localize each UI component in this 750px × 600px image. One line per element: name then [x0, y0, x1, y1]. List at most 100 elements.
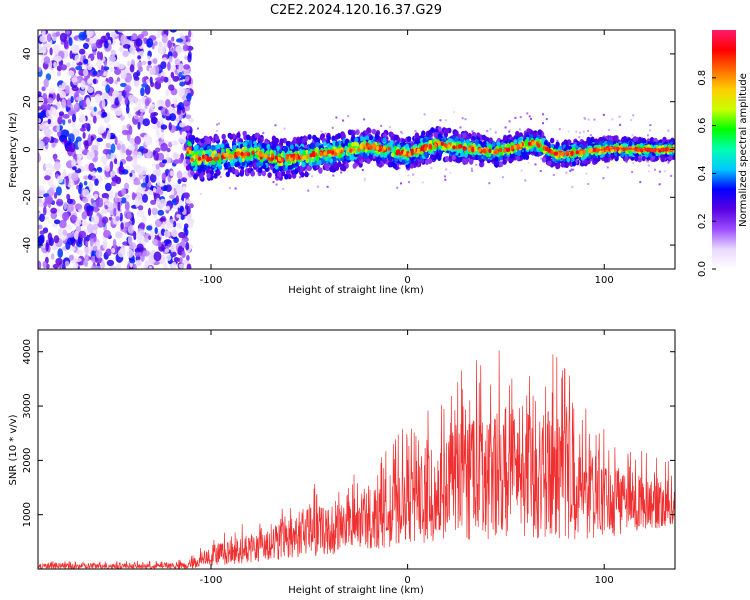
faint-dot [380, 124, 383, 127]
noise-blob [168, 84, 175, 91]
noise-blob [87, 78, 93, 85]
noise-blob [58, 84, 62, 94]
noise-blob [105, 165, 110, 172]
signal-cell [256, 161, 261, 167]
faint-dot [332, 174, 335, 177]
signal-cell [271, 140, 277, 146]
faint-dot [565, 171, 568, 174]
noise-blob [114, 158, 118, 165]
noise-blob [95, 93, 102, 103]
noise-blob [169, 64, 177, 72]
signal-cell [206, 172, 211, 179]
noise-blob [46, 33, 52, 42]
noise-blob [188, 118, 195, 123]
noise-blob [71, 77, 78, 83]
signal-cell [494, 156, 499, 162]
noise-blob [124, 221, 130, 228]
noise-blob [125, 194, 130, 199]
noise-blob [73, 257, 82, 263]
noise-blob [163, 76, 169, 83]
noise-blob [45, 195, 53, 204]
noise-blob [126, 248, 134, 258]
noise-blob [181, 131, 185, 140]
noise-blob [121, 169, 129, 175]
faint-dot [587, 183, 590, 185]
noise-blob [142, 118, 150, 127]
noise-blob [100, 260, 105, 269]
noise-blob [148, 265, 153, 269]
noise-blob [67, 119, 72, 124]
noise-blob [116, 111, 123, 116]
noise-blob [153, 187, 157, 193]
noise-blob [152, 163, 157, 168]
noise-blob [81, 211, 88, 220]
noise-blob [168, 55, 173, 63]
noise-blob [185, 199, 192, 204]
noise-blob [72, 128, 80, 137]
noise-blob [53, 235, 60, 244]
noise-blob [74, 54, 80, 64]
noise-blob [183, 80, 192, 86]
noise-blob [137, 169, 142, 175]
noise-blob [82, 132, 86, 139]
noise-blob [53, 61, 57, 69]
noise-blob [38, 118, 42, 124]
noise-blob [115, 176, 122, 185]
faint-dot [234, 187, 237, 190]
noise-blob [48, 187, 55, 197]
noise-blob [167, 61, 171, 71]
noise-blob [160, 142, 168, 152]
noise-blob [147, 55, 151, 60]
faint-dot [199, 193, 202, 195]
noise-blob [75, 217, 82, 227]
signal-cell [502, 159, 507, 165]
noise-blob [47, 118, 52, 125]
noise-blob [178, 263, 185, 269]
noise-blob [78, 48, 86, 55]
noise-blob [148, 190, 153, 196]
signal-cell [310, 142, 315, 148]
noise-blob [189, 84, 193, 89]
noise-blob [129, 258, 136, 264]
noise-blob [137, 200, 142, 206]
signal-cell [469, 158, 474, 165]
noise-blob [164, 248, 170, 253]
noise-blob [103, 230, 111, 238]
noise-blob [72, 166, 77, 171]
signal-cell [322, 141, 327, 147]
noise-blob [88, 106, 94, 111]
signal-cell [382, 137, 387, 143]
noise-blob [74, 104, 78, 111]
faint-dot [444, 178, 447, 181]
noise-blob [181, 239, 186, 249]
signal-cell [194, 137, 200, 143]
noise-blob [78, 250, 84, 256]
noise-blob [139, 108, 146, 113]
noise-blob [108, 189, 114, 200]
faint-dot [262, 132, 265, 135]
faint-dot [453, 111, 456, 114]
noise-blob [102, 148, 111, 155]
noise-blob [137, 34, 145, 40]
noise-blob [160, 76, 165, 81]
faint-dot [530, 117, 532, 120]
noise-blob [52, 44, 61, 53]
noise-blob [156, 99, 165, 105]
signal-cell [289, 144, 294, 150]
noise-blob [122, 44, 131, 49]
noise-blob [151, 207, 158, 215]
faint-dot [631, 134, 634, 137]
noise-blob [66, 224, 72, 231]
noise-blob [78, 31, 86, 41]
noise-blob [110, 143, 116, 154]
faint-dot [667, 161, 670, 164]
noise-blob [93, 206, 99, 213]
noise-blob [52, 263, 60, 269]
signal-cell [248, 139, 253, 145]
signal-cell [296, 136, 301, 143]
noise-blob [54, 161, 61, 171]
faint-dot [396, 186, 399, 189]
signal-cell [641, 138, 647, 144]
noise-blob [55, 31, 60, 37]
signal-cell [389, 139, 394, 145]
